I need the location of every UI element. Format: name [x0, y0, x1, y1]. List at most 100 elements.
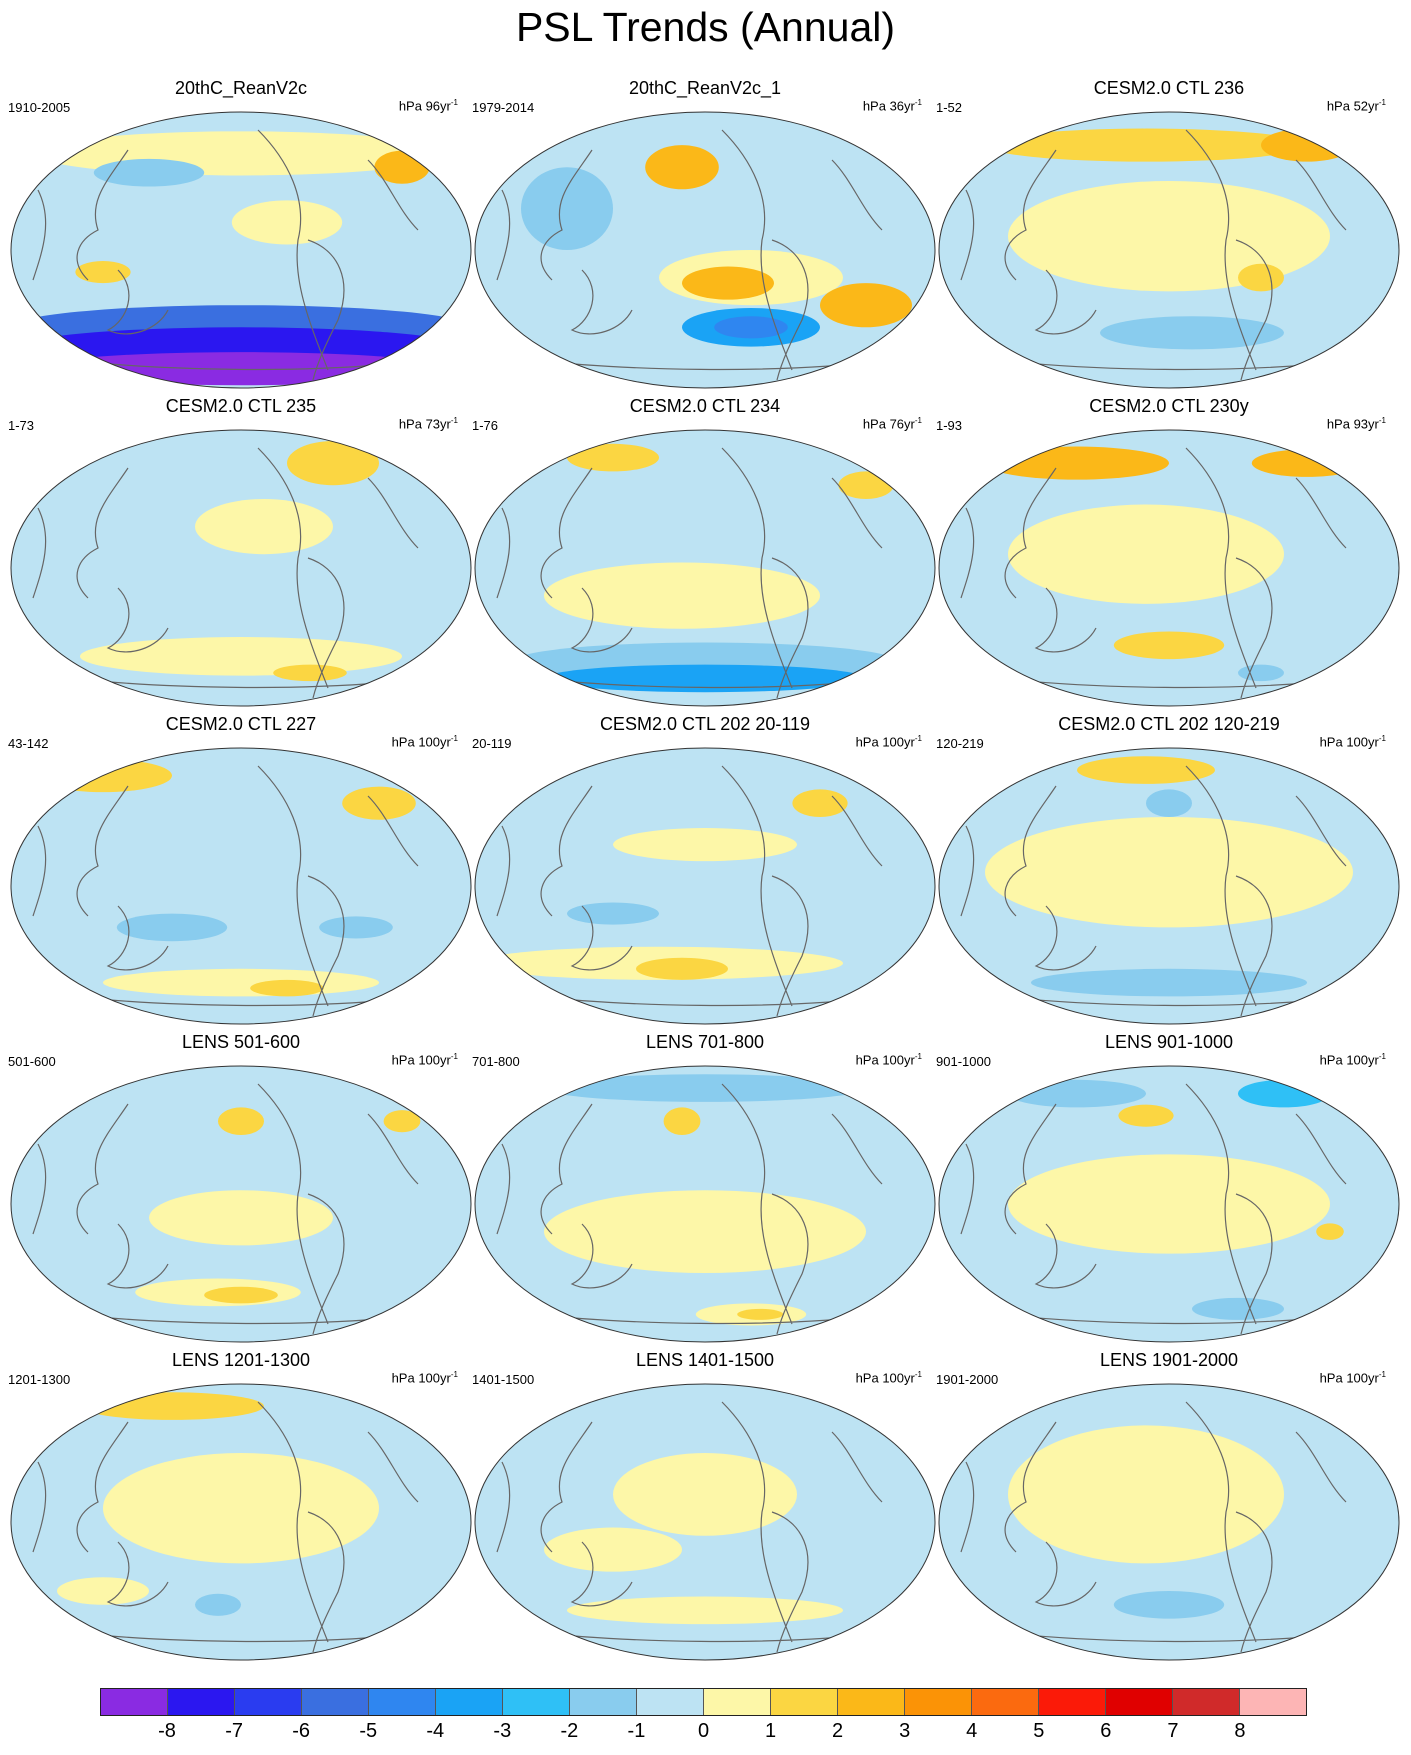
- panel-years: 1979-2014: [472, 100, 535, 115]
- map-plot: [938, 1383, 1400, 1661]
- legend-swatch: [771, 1689, 838, 1715]
- trend-region: [985, 446, 1169, 480]
- trend-region: [1238, 263, 1284, 292]
- color-legend: -8 -7 -6 -5 -4 -3 -2 -1 0 1 2 3 4 5 6 7 8: [100, 1688, 1307, 1748]
- map-panel: LENS 701-800 701-800 hPa 100yr-1: [472, 1032, 938, 1346]
- legend-label: -8: [158, 1720, 176, 1742]
- units-suffix: yr: [904, 98, 915, 114]
- map-border: [474, 747, 936, 1025]
- units-exponent: -1: [1378, 734, 1386, 743]
- trend-region: [195, 499, 333, 555]
- units-suffix: yr: [440, 98, 451, 114]
- trend-region: [287, 441, 379, 486]
- trend-region: [567, 443, 659, 472]
- panel-units: hPa 93yr-1: [1327, 416, 1386, 431]
- panel-units: hPa 73yr-1: [399, 416, 458, 431]
- trend-region: [636, 957, 728, 980]
- map-panel: LENS 901-1000 901-1000 hPa 100yr-1: [936, 1032, 1402, 1346]
- units-prefix: hPa: [1319, 1370, 1347, 1386]
- panel-title: 20thC_ReanV2c_1: [628, 78, 782, 98]
- units-suffix: yr: [904, 1052, 915, 1068]
- panel-title: LENS 1901-2000: [1099, 1350, 1239, 1370]
- legend-label: 2: [832, 1720, 844, 1742]
- panel-title: CESM2.0 CTL 236: [1093, 78, 1245, 98]
- map-plot: [938, 429, 1400, 707]
- legend-label: 6: [1100, 1720, 1112, 1742]
- panel-years: 1-93: [936, 418, 963, 433]
- panel-title: CESM2.0 CTL 227: [165, 714, 317, 734]
- units-prefix: hPa: [391, 1370, 419, 1386]
- units-suffix: yr: [1368, 1370, 1379, 1386]
- trend-region: [342, 786, 416, 820]
- map-plot: [474, 1383, 936, 1661]
- coastline: [32, 447, 429, 699]
- units-value: 100: [882, 1052, 905, 1068]
- trend-region: [1008, 1560, 1100, 1594]
- legend-swatch: [235, 1689, 302, 1715]
- legend-swatch: [1039, 1689, 1106, 1715]
- coastline: [496, 129, 893, 381]
- trend-region: [1316, 1223, 1344, 1240]
- trend-region: [149, 1190, 333, 1246]
- map-plot: [474, 1065, 936, 1343]
- units-exponent: -1: [450, 1370, 458, 1379]
- trend-region: [613, 1453, 797, 1536]
- trend-region: [567, 902, 659, 925]
- trend-region: [195, 1593, 241, 1616]
- legend-swatch: [503, 1689, 570, 1715]
- figure-title: PSL Trends (Annual): [515, 4, 896, 50]
- legend-label: 3: [899, 1720, 911, 1742]
- trend-region: [75, 261, 131, 284]
- panel-units: hPa 100yr-1: [856, 1370, 922, 1385]
- units-exponent: -1: [450, 1052, 458, 1061]
- map-border: [10, 1383, 472, 1661]
- units-prefix: hPa: [1319, 1052, 1347, 1068]
- legend-swatch: [369, 1689, 436, 1715]
- map-panel: CESM2.0 CTL 230y 1-93 hPa 93yr-1: [936, 396, 1402, 710]
- units-value: 36: [889, 98, 905, 114]
- panel-years: 1-52: [936, 100, 963, 115]
- legend-label: 5: [1033, 1720, 1045, 1742]
- trend-region: [820, 283, 912, 328]
- trend-region: [1118, 1104, 1174, 1127]
- trend-region: [544, 1527, 682, 1572]
- legend-label: -5: [359, 1720, 378, 1742]
- panel-units: hPa 96yr-1: [399, 98, 458, 113]
- trend-region: [1008, 1079, 1146, 1108]
- units-prefix: hPa: [398, 98, 426, 114]
- units-value: 100: [1346, 734, 1369, 750]
- units-prefix: hPa: [855, 1052, 883, 1068]
- panel-title: LENS 501-600: [181, 1032, 301, 1052]
- units-prefix: hPa: [1326, 416, 1354, 432]
- map-panel: CESM2.0 CTL 227 43-142 hPa 100yr-1: [8, 714, 474, 1028]
- legend-swatch: [1106, 1689, 1173, 1715]
- units-exponent: -1: [914, 1052, 922, 1061]
- map-background: [475, 748, 935, 1024]
- map-plot: [10, 111, 472, 389]
- trend-region: [1008, 181, 1330, 292]
- units-value: 100: [882, 734, 905, 750]
- legend-label: -1: [627, 1720, 646, 1742]
- map-border: [474, 1383, 936, 1661]
- coastline: [960, 447, 1357, 699]
- map-border: [10, 1065, 472, 1343]
- map-panel: 20thC_ReanV2c 1910-2005 hPa 96yr-1: [8, 78, 474, 392]
- trend-region: [737, 1308, 784, 1320]
- map-border: [474, 429, 936, 707]
- map-panel: CESM2.0 CTL 236 1-52 hPa 52yr-1: [936, 78, 1402, 392]
- map-plot: [10, 1383, 472, 1661]
- units-exponent: -1: [450, 734, 458, 743]
- map-border: [10, 747, 472, 1025]
- panel-units: hPa 100yr-1: [392, 1052, 458, 1067]
- units-value: 52: [1353, 98, 1369, 114]
- trend-region: [1113, 631, 1225, 660]
- map-panel: 20thC_ReanV2c_1 1979-2014 hPa 36yr-1: [472, 78, 938, 392]
- trend-region: [645, 145, 719, 190]
- trend-region: [544, 562, 820, 629]
- trend-region: [204, 1286, 278, 1304]
- legend-swatch: [1173, 1689, 1240, 1715]
- units-exponent: -1: [450, 416, 458, 425]
- units-suffix: yr: [1368, 1052, 1379, 1068]
- map-plot: [474, 747, 936, 1025]
- trend-region: [218, 1107, 264, 1135]
